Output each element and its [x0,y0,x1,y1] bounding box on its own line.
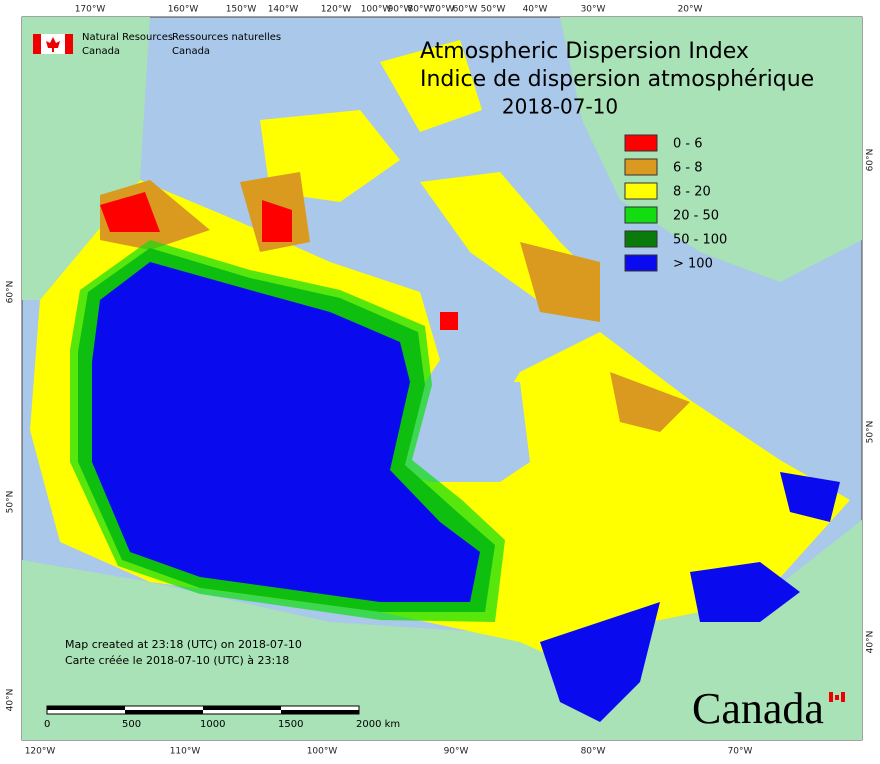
graticule-label: 80°W [408,5,433,15]
legend-label: 50 - 100 [673,233,727,248]
graticule-label: 40°N [866,631,876,654]
graticule-label: 170°W [75,5,106,15]
zone-6-8 [610,372,690,432]
flag-bar [829,692,833,702]
wordmark: Canada [692,684,824,733]
scale-bar [46,705,360,715]
scale-segment [47,706,125,710]
land [22,17,862,740]
zone-0-6 [440,312,458,330]
legend-label: 8 - 20 [673,185,711,200]
graticule-label: 30°W [581,5,606,15]
graticule-label: 100°W [307,747,338,757]
graticule-label: 60°W [453,5,478,15]
maple-leaf [46,37,60,52]
credit: Map created at 23:18 (UTC) on 2018-07-10 [65,638,302,651]
greenland [560,17,862,282]
scale-label: 1000 [200,719,225,730]
flag-bar [65,34,73,54]
scale-label: 1500 [278,719,303,730]
graticule-label: 160°W [168,5,199,15]
legend-swatch [624,254,658,272]
graticule-label: 70°W [728,747,753,757]
date: 2018-07-10 [502,95,618,119]
legend-label: 20 - 50 [673,209,719,224]
graticule-label: 40°N [6,689,16,712]
graticule-label: 60°N [6,281,16,304]
legend-swatch [624,134,658,152]
graticule-label: 120°W [321,5,352,15]
graticule-label: 80°W [581,747,606,757]
credit: Carte créée le 2018-07-10 (UTC) à 23:18 [65,654,289,667]
flag-logo [33,34,73,54]
graticule-label: 50°N [866,421,876,444]
wordmark-flag [829,692,845,702]
zone-over-100 [92,262,480,602]
zone-6-8 [520,242,600,322]
scale-segment [203,706,281,710]
zone-0-6 [262,200,292,242]
scale-label: 0 [44,719,50,730]
scale-label: 2000 km [356,719,400,730]
flag-bar [33,34,41,54]
graticule-label: 50°N [6,491,16,514]
maple-leaf [835,695,839,700]
flag-bar [841,692,845,702]
logo-text: Natural Resources [82,32,173,43]
graticule-label: 20°W [678,5,703,15]
graticule-label: 40°W [523,5,548,15]
graticule-label: 70°W [430,5,455,15]
title: Atmospheric Dispersion Index [420,39,749,64]
graticule-label: 150°W [226,5,257,15]
legend-swatch [624,206,658,224]
graticule-label: 120°W [25,747,56,757]
hudson-bay [400,372,530,482]
logo-text: Ressources naturelles [172,32,281,43]
legend-swatch [624,158,658,176]
zone-over-100 [780,472,840,522]
legend-label: 0 - 6 [673,137,703,152]
legend-swatch [624,230,658,248]
graticule-label: 140°W [268,5,299,15]
graticule-label: 90°W [444,747,469,757]
logo-text: Canada [82,46,120,57]
zone-8-20 [380,40,482,132]
zone-0-6 [100,192,160,232]
graticule-label: 90°W [388,5,413,15]
title: Indice de dispersion atmosphérique [420,67,814,92]
zone-over-100 [690,562,800,622]
logo-text: Canada [172,46,210,57]
zone-over-100 [540,602,660,722]
graticule-label: 60°N [866,149,876,172]
scale-segment [281,710,359,714]
legend-label: > 100 [673,257,713,272]
scale-label: 500 [122,719,141,730]
scale-segment [125,710,203,714]
legend-label: 6 - 8 [673,161,703,176]
alaska [22,17,150,300]
graticule-label: 100°W [361,5,392,15]
graticule-label: 110°W [170,747,201,757]
legend-swatch [624,182,658,200]
usa [22,520,862,740]
graticule-label: 50°W [481,5,506,15]
